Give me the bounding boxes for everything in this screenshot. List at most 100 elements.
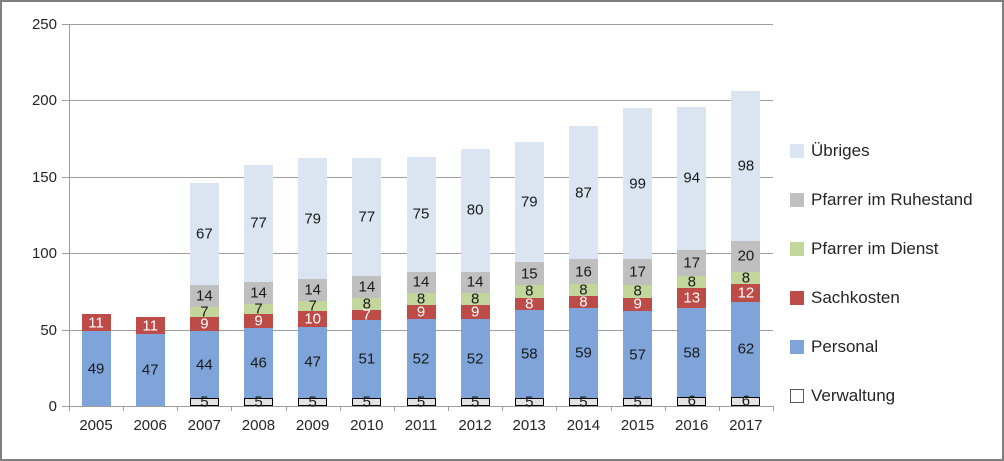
bar-segment-übriges: 87 bbox=[568, 126, 598, 260]
x-axis-tick bbox=[285, 406, 287, 411]
x-axis-label: 2010 bbox=[350, 417, 384, 434]
bar-segment-pfarrer-im-dienst: 7 bbox=[298, 298, 328, 313]
bar-value-label: 5 bbox=[416, 393, 426, 411]
bar-value-label: 14 bbox=[304, 281, 322, 299]
x-axis-tick bbox=[339, 406, 341, 411]
bar-value-label: 87 bbox=[575, 184, 592, 202]
bar-2017: 6 62 12 8 20 98 bbox=[731, 24, 761, 409]
y-axis-tick bbox=[62, 253, 69, 255]
legend-swatch bbox=[790, 241, 804, 256]
bar-segment-verwaltung: 5 bbox=[189, 395, 219, 410]
bar-value-label: 14 bbox=[358, 278, 376, 296]
bar-value-label: 57 bbox=[629, 346, 646, 364]
bar-value-label: 8 bbox=[470, 290, 480, 308]
bar-segment-pfarrer-im-dienst: 8 bbox=[677, 275, 707, 290]
bar-segment-personal: 62 bbox=[731, 302, 761, 397]
bar-value-label: 79 bbox=[304, 210, 322, 228]
bar-value-label: 17 bbox=[629, 263, 646, 281]
bar-value-label: 8 bbox=[741, 269, 751, 287]
y-axis-tick-label: 100 bbox=[31, 245, 57, 263]
bar-2011: 5 52 9 8 14 75 bbox=[406, 24, 436, 410]
bar-segment-sachkosten: 9 bbox=[406, 303, 436, 321]
bar-value-label: 5 bbox=[254, 393, 263, 411]
bar-value-label: 9 bbox=[254, 312, 263, 330]
bar-segment-verwaltung: 5 bbox=[568, 395, 598, 410]
bar-value-label: 8 bbox=[633, 282, 642, 300]
y-axis-tick-label: 200 bbox=[31, 92, 57, 110]
bar-value-label: 52 bbox=[466, 350, 484, 368]
bar-value-label: 44 bbox=[196, 356, 213, 374]
bar-segment-personal: 44 bbox=[189, 331, 219, 399]
x-axis-label: 2015 bbox=[620, 417, 655, 434]
bar-segment-pfarrer-im-dienst: 7 bbox=[189, 305, 219, 320]
bar-segment-übriges: 79 bbox=[298, 158, 328, 280]
bar-value-label: 13 bbox=[683, 289, 701, 307]
bar-segment-verwaltung: 5 bbox=[406, 395, 436, 410]
bar-segment-übriges: 94 bbox=[677, 106, 707, 251]
bar-value-label: 14 bbox=[412, 273, 430, 291]
plot-area: 49 11 47 11 5 44 9 7 14 67 5 46 9 7 14 77 5 47 10 7 14 79 5 51 7… bbox=[69, 24, 773, 410]
x-axis-tick bbox=[123, 406, 125, 411]
bar-value-label: 16 bbox=[575, 263, 592, 281]
gridline bbox=[69, 406, 773, 407]
y-axis-tick-label: 150 bbox=[31, 168, 57, 186]
bar-segment-sachkosten: 10 bbox=[298, 311, 328, 327]
bar-2013: 5 58 8 8 15 79 bbox=[514, 24, 544, 410]
legend-label: Personal bbox=[811, 337, 879, 356]
x-axis-label: 2009 bbox=[295, 417, 330, 434]
bar-segment-pfarrer-im-ruhestand: 17 bbox=[677, 250, 707, 277]
bar-segment-übriges: 99 bbox=[623, 108, 653, 260]
bar-segment-personal: 49 bbox=[81, 331, 111, 406]
bar-value-label: 20 bbox=[737, 247, 755, 265]
bar-value-label: 47 bbox=[141, 361, 159, 379]
legend-label: Pfarrer im Dienst bbox=[811, 239, 939, 258]
bar-segment-pfarrer-im-ruhestand: 14 bbox=[352, 276, 382, 298]
legend-item-sachkosten: Sachkosten bbox=[790, 289, 973, 306]
x-axis-label: 2006 bbox=[133, 417, 167, 434]
bar-segment-verwaltung: 6 bbox=[677, 392, 707, 410]
legend-label: Verwaltung bbox=[811, 386, 896, 405]
x-axis-tick bbox=[502, 406, 504, 411]
bar-value-label: 9 bbox=[633, 295, 642, 313]
bar-segment-sachkosten: 9 bbox=[244, 312, 274, 330]
x-axis-label: 2014 bbox=[566, 417, 601, 434]
legend: Übriges Pfarrer im Ruhestand Pfarrer im Di… bbox=[790, 142, 973, 404]
x-axis-label: 2007 bbox=[187, 417, 221, 434]
bar-segment-verwaltung: 5 bbox=[298, 395, 328, 410]
x-axis-label: 2008 bbox=[241, 417, 276, 434]
bar-segment-sachkosten: 9 bbox=[189, 317, 219, 332]
bar-segment-übriges: 75 bbox=[406, 156, 436, 272]
legend-swatch bbox=[790, 290, 804, 305]
bar-value-label: 9 bbox=[416, 303, 426, 321]
bar-value-label: 59 bbox=[575, 344, 592, 362]
bar-value-label: 5 bbox=[525, 393, 534, 411]
x-axis-label: 2011 bbox=[404, 417, 438, 434]
bar-value-label: 46 bbox=[250, 354, 267, 372]
bar-2008: 5 46 9 7 14 77 bbox=[244, 24, 274, 410]
legend-item-pfarrer-im-ruhestand: Pfarrer im Ruhestand bbox=[790, 191, 973, 208]
bar-segment-pfarrer-im-dienst: 8 bbox=[731, 269, 761, 287]
x-axis-tick bbox=[69, 406, 70, 411]
bar-segment-personal: 59 bbox=[568, 308, 598, 399]
x-axis-label: 2005 bbox=[79, 417, 113, 434]
legend-swatch bbox=[790, 339, 804, 354]
bar-segment-pfarrer-im-dienst: 8 bbox=[406, 292, 436, 307]
x-axis-tick bbox=[664, 406, 666, 411]
bar-segment-personal: 52 bbox=[406, 318, 436, 399]
bar-value-label: 79 bbox=[520, 193, 538, 211]
bar-segment-pfarrer-im-dienst: 7 bbox=[244, 301, 274, 316]
bar-segment-sachkosten: 7 bbox=[352, 308, 382, 323]
bar-segment-personal: 57 bbox=[623, 311, 653, 399]
bar-value-label: 5 bbox=[470, 393, 480, 411]
bar-value-label: 12 bbox=[737, 284, 755, 302]
bar-segment-personal: 58 bbox=[514, 309, 544, 399]
bar-segment-personal: 47 bbox=[298, 326, 328, 399]
bar-segment-verwaltung: 5 bbox=[623, 395, 653, 410]
legend-label: Sachkosten bbox=[811, 288, 900, 307]
x-axis-label: 2016 bbox=[675, 417, 709, 434]
bar-segment-verwaltung: 5 bbox=[352, 395, 382, 410]
bar-segment-pfarrer-im-ruhestand: 20 bbox=[731, 241, 761, 272]
bar-segment-pfarrer-im-ruhestand: 16 bbox=[568, 259, 598, 284]
bar-value-label: 6 bbox=[687, 392, 696, 410]
bar-segment-sachkosten: 9 bbox=[623, 295, 653, 313]
